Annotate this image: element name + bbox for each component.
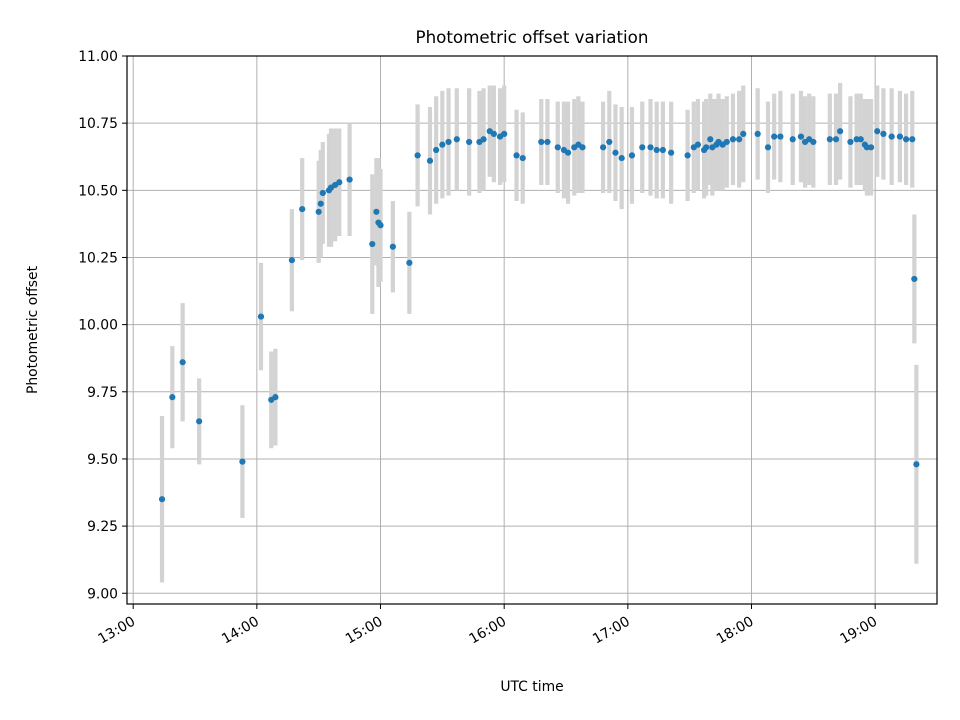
y-tick-label: 9.75 xyxy=(87,385,118,401)
chart-title: Photometric offset variation xyxy=(416,27,649,47)
data-point xyxy=(639,144,646,151)
data-point xyxy=(707,136,714,143)
data-points xyxy=(158,128,920,503)
data-point xyxy=(837,128,844,135)
data-point xyxy=(272,394,279,401)
y-tick-label: 9.50 xyxy=(87,452,118,468)
data-point xyxy=(426,157,434,164)
y-tick-label: 10.75 xyxy=(78,116,118,132)
data-point xyxy=(703,144,710,151)
data-point xyxy=(513,152,520,159)
data-point xyxy=(196,418,203,425)
data-point xyxy=(564,149,572,156)
data-point xyxy=(913,461,920,468)
data-point xyxy=(406,259,413,266)
y-tick-label: 10.00 xyxy=(78,318,118,334)
data-point xyxy=(433,146,440,154)
data-point xyxy=(336,179,343,186)
data-point xyxy=(694,141,702,148)
data-point xyxy=(771,133,778,140)
data-point xyxy=(445,138,452,146)
data-point xyxy=(902,136,910,143)
data-point xyxy=(369,240,376,248)
data-point xyxy=(729,136,737,143)
y-tick-label: 11.00 xyxy=(78,49,118,65)
data-point xyxy=(896,133,904,140)
data-point xyxy=(618,154,625,162)
data-point xyxy=(874,128,881,135)
data-point xyxy=(158,496,166,503)
plot-area xyxy=(127,56,937,604)
data-point xyxy=(789,136,796,143)
data-point xyxy=(832,136,840,143)
data-point xyxy=(538,138,545,146)
data-point xyxy=(439,141,446,148)
data-point xyxy=(857,136,864,143)
y-axis-ticks: 9.00 9.25 9.50 9.75 10.00 10.25 10.50 10.75 11.0… xyxy=(78,49,127,602)
data-point xyxy=(288,257,295,264)
data-point xyxy=(911,275,918,283)
data-point xyxy=(880,130,887,138)
data-point xyxy=(600,144,607,151)
data-point xyxy=(653,146,660,154)
data-point xyxy=(684,152,691,159)
data-point xyxy=(736,136,743,143)
data-point xyxy=(909,136,916,143)
data-point xyxy=(179,359,186,366)
data-point xyxy=(299,206,306,213)
data-point xyxy=(490,130,497,138)
data-point xyxy=(754,130,761,138)
data-point xyxy=(414,152,421,159)
y-tick-label: 9.25 xyxy=(87,519,118,535)
data-point xyxy=(888,133,895,140)
data-point xyxy=(315,208,322,215)
gridlines xyxy=(127,55,937,604)
data-point xyxy=(373,208,380,215)
data-point xyxy=(797,133,805,140)
data-point xyxy=(723,138,730,146)
y-tick-label: 9.00 xyxy=(87,586,118,602)
data-point xyxy=(169,394,176,401)
data-point xyxy=(847,138,854,146)
data-point xyxy=(257,313,265,320)
y-axis-label: Photometric offset xyxy=(25,265,41,394)
data-point xyxy=(579,144,586,151)
data-point xyxy=(453,136,460,143)
data-point xyxy=(519,154,526,162)
data-point xyxy=(319,189,326,197)
data-point xyxy=(480,136,487,143)
data-point xyxy=(647,144,654,151)
data-point xyxy=(377,222,384,229)
data-point xyxy=(317,200,324,207)
x-axis-label: UTC time xyxy=(500,679,563,695)
data-point xyxy=(239,458,246,465)
data-point xyxy=(668,149,675,156)
data-point xyxy=(659,146,666,154)
data-point xyxy=(501,130,508,138)
data-point xyxy=(612,149,619,156)
data-point xyxy=(346,176,353,183)
data-point xyxy=(554,144,561,151)
data-point xyxy=(606,138,613,146)
data-point xyxy=(764,144,772,151)
data-point xyxy=(810,138,817,146)
data-point xyxy=(389,243,396,250)
y-tick-label: 10.50 xyxy=(78,183,118,199)
data-point xyxy=(826,136,833,143)
data-point xyxy=(628,152,636,159)
y-tick-label: 10.25 xyxy=(78,250,118,266)
plot-frame xyxy=(126,55,938,605)
data-point xyxy=(466,138,473,146)
data-point xyxy=(777,133,784,140)
data-point xyxy=(544,138,551,146)
data-point xyxy=(740,130,747,138)
data-point xyxy=(867,144,875,151)
